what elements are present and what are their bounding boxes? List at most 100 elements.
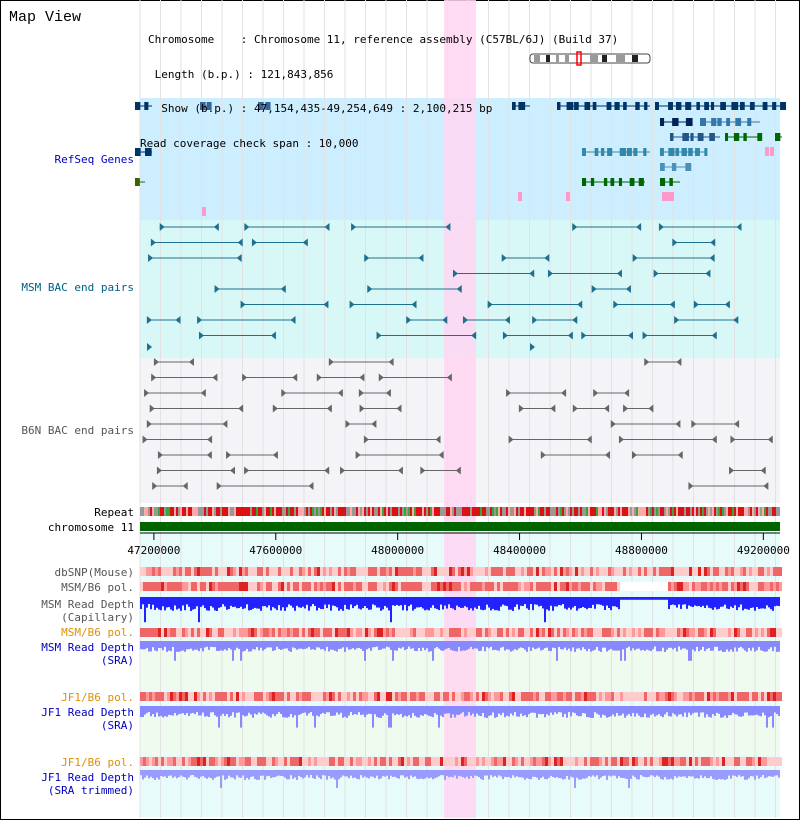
msm-sra-depth-bar bbox=[666, 641, 668, 650]
msm-b6-pol2-mark bbox=[251, 628, 254, 637]
jf1-b6-pol2-mark bbox=[389, 757, 392, 766]
msm-b6-pol-mark bbox=[485, 582, 488, 591]
jf1-sra-depth-bar bbox=[454, 706, 456, 718]
jf1-sra-depth-bar bbox=[294, 706, 296, 716]
msm-capillary-depth-bar bbox=[340, 597, 342, 610]
msm-capillary-depth-bar bbox=[234, 597, 236, 607]
repeat-mark bbox=[666, 507, 668, 516]
msm-bac-pair-end bbox=[445, 223, 451, 231]
repeat-mark bbox=[708, 507, 710, 516]
jf1-sra-depth-bar bbox=[570, 706, 572, 717]
jf1-trimmed-depth-bar bbox=[504, 770, 506, 777]
b6n-bac-pair-end bbox=[238, 404, 244, 413]
jf1-trimmed-depth-bar bbox=[752, 770, 754, 777]
repeat-mark bbox=[712, 507, 714, 516]
jf1-b6-pol-mark bbox=[476, 692, 479, 701]
track-label-msm-b6-pol-1[interactable]: MSM/B6 pol. bbox=[61, 581, 134, 594]
dbsnp-mark bbox=[662, 567, 665, 576]
jf1-b6-pol-mark bbox=[200, 692, 203, 701]
jf1-b6-pol2-mark bbox=[164, 757, 167, 766]
jf1-b6-pol2-mark bbox=[311, 757, 314, 766]
track-label-jf1-b6-pol-1[interactable]: JF1/B6 pol. bbox=[61, 691, 134, 704]
jf1-b6-pol2-mark bbox=[464, 757, 467, 766]
msm-sra-depth-bar bbox=[266, 641, 268, 648]
msm-capillary-depth-bar bbox=[374, 597, 376, 606]
msm-sra-depth-bar bbox=[766, 641, 768, 652]
jf1-b6-pol2-mark bbox=[149, 757, 152, 766]
track-label-jf1-b6-pol-2[interactable]: JF1/B6 pol. bbox=[61, 756, 134, 769]
msm-sra-depth-bar bbox=[306, 641, 308, 649]
msm-capillary-depth-bar bbox=[236, 597, 238, 609]
msm-capillary-depth-bar bbox=[480, 597, 482, 610]
msm-b6-pol2-mark bbox=[284, 628, 287, 637]
jf1-b6-pol-mark bbox=[176, 692, 179, 701]
track-label-jf1-depth-sra[interactable]: JF1 Read Depth bbox=[41, 706, 134, 719]
repeat-mark bbox=[574, 507, 576, 516]
msm-b6-pol2-mark bbox=[314, 628, 317, 637]
track-label-msm-depth-capillary[interactable]: MSM Read Depth bbox=[41, 598, 134, 611]
jf1-b6-pol2-mark bbox=[707, 757, 710, 766]
jf1-sra-depth-bar bbox=[462, 706, 464, 713]
msm-sra-depth-bar bbox=[580, 641, 582, 651]
jf1-sra-depth-bar bbox=[546, 706, 548, 715]
jf1-b6-pol-mark bbox=[734, 692, 737, 701]
refseq-exon bbox=[258, 102, 264, 110]
msm-b6-pol-mark bbox=[320, 582, 323, 591]
track-label-msm-bac[interactable]: MSM BAC end pairs bbox=[21, 281, 134, 294]
repeat-mark bbox=[196, 507, 198, 516]
jf1-trimmed-depth-bar bbox=[766, 770, 768, 778]
jf1-sra-depth-bar bbox=[562, 706, 564, 717]
msm-b6-pol2-mark bbox=[656, 628, 659, 637]
jf1-sra-depth-bar bbox=[314, 706, 316, 728]
msm-capillary-depth-bar bbox=[482, 597, 484, 611]
jf1-sra-depth-bar bbox=[742, 706, 744, 717]
jf1-sra-depth-bar bbox=[698, 706, 700, 717]
msm-capillary-depth-bar bbox=[486, 597, 488, 605]
b6n-bac-pair-end bbox=[358, 389, 364, 397]
jf1-sra-depth-bar bbox=[474, 706, 476, 717]
jf1-sra-depth-bar bbox=[666, 706, 668, 713]
repeat-mark bbox=[680, 507, 682, 516]
jf1-sra-depth-bar bbox=[398, 706, 400, 715]
jf1-b6-pol2-mark bbox=[497, 757, 500, 766]
track-label-dbsnp[interactable]: dbSNP(Mouse) bbox=[54, 566, 134, 579]
msm-capillary-depth-bar bbox=[778, 597, 780, 607]
msm-bac-pair-end bbox=[351, 223, 357, 231]
msm-capillary-depth-bar bbox=[622, 597, 624, 600]
jf1-b6-pol2-mark bbox=[260, 757, 263, 766]
track-label-b6n-bac[interactable]: B6N BAC end pairs bbox=[21, 424, 134, 437]
msm-bac-pair-end bbox=[148, 254, 154, 262]
dbsnp-mark bbox=[434, 567, 437, 576]
msm-b6-pol-mark bbox=[236, 582, 239, 591]
msm-b6-pol2-mark bbox=[305, 628, 308, 637]
msm-sra-depth-bar bbox=[532, 641, 534, 648]
jf1-b6-pol-mark bbox=[779, 692, 782, 701]
msm-capillary-depth-bar bbox=[308, 597, 310, 611]
jf1-sra-depth-bar bbox=[654, 706, 656, 717]
jf1-b6-pol2-mark bbox=[563, 757, 566, 766]
msm-capillary-depth-bar bbox=[352, 597, 354, 609]
repeat-mark bbox=[294, 507, 296, 516]
msm-capillary-depth-bar bbox=[752, 597, 754, 608]
repeat-mark bbox=[694, 507, 696, 516]
track-label-refseq[interactable]: RefSeq Genes bbox=[54, 153, 134, 166]
msm-b6-pol2-mark bbox=[326, 628, 329, 637]
jf1-trimmed-depth-bar bbox=[450, 770, 452, 777]
track-label-msm-b6-pol-2[interactable]: MSM/B6 pol. bbox=[61, 626, 134, 639]
msm-sra-depth-bar bbox=[662, 641, 664, 648]
track-label-jf1-depth-trimmed[interactable]: JF1 Read Depth bbox=[41, 771, 134, 784]
msm-capillary-depth-bar bbox=[242, 597, 244, 609]
msm-b6-pol2-mark bbox=[179, 628, 182, 637]
msm-b6-pol2-mark bbox=[419, 628, 422, 637]
repeat-mark bbox=[308, 507, 310, 516]
track-label-repeat[interactable]: Repeat bbox=[94, 506, 134, 519]
track-label-msm-depth-sra[interactable]: MSM Read Depth bbox=[41, 641, 134, 654]
jf1-trimmed-depth-bar bbox=[152, 770, 154, 779]
jf1-b6-pol2-mark bbox=[614, 757, 617, 766]
jf1-b6-pol2-mark bbox=[146, 757, 149, 766]
jf1-trimmed-depth-bar bbox=[692, 770, 694, 777]
jf1-trimmed-depth-bar bbox=[742, 770, 744, 777]
msm-sra-depth-bar bbox=[368, 641, 370, 649]
msm-b6-pol2-mark bbox=[614, 628, 617, 637]
